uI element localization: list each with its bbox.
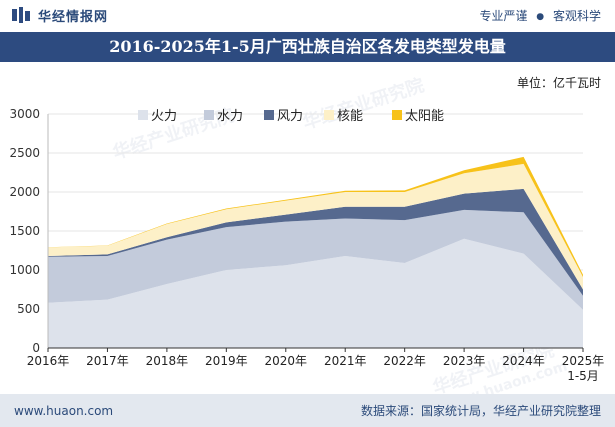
y-tick-label-0: 0 — [32, 341, 40, 355]
x-tick-label-4: 2020年 — [265, 354, 308, 368]
legend-swatch-1 — [204, 110, 214, 120]
legend-label-0: 火力 — [151, 109, 177, 124]
x-tick-label-1: 2017年 — [86, 354, 129, 368]
x-tick-label-9: 2025年 1-5月 — [562, 354, 605, 383]
area-series-4 — [48, 156, 583, 277]
footer-source: 数据来源：国家统计局，华经产业研究院整理 — [360, 404, 601, 418]
slogan: 专业严谨 ● 客观科学 — [479, 7, 601, 24]
footer-url[interactable]: www.huaon.com — [14, 403, 114, 418]
x-tick-label-2: 2018年 — [146, 354, 189, 368]
brand-logo-icon — [12, 7, 30, 23]
y-tick-label-3: 1500 — [9, 224, 40, 238]
y-tick-label-4: 2000 — [9, 185, 40, 199]
chart-title: 2016-2025年1-5月广西壮族自治区各发电类型发电量 — [0, 32, 615, 62]
legend-label-1: 水力 — [217, 109, 243, 124]
area-series-1 — [48, 209, 583, 310]
legend-label-2: 风力 — [277, 109, 303, 124]
y-tick-label-2: 1000 — [9, 263, 40, 277]
footer: www.huaon.com 数据来源：国家统计局，华经产业研究院整理 — [0, 394, 615, 427]
legend-swatch-0 — [138, 110, 148, 120]
legend-label-4: 太阳能 — [405, 109, 444, 124]
slogan-dot-icon: ● — [536, 11, 545, 22]
top-bar: 华经情报网 专业严谨 ● 客观科学 — [0, 0, 615, 30]
x-tick-label-0: 2016年 — [27, 354, 70, 368]
area-series-3 — [48, 163, 583, 290]
legend-swatch-4 — [392, 110, 402, 120]
area-series-2 — [48, 188, 583, 296]
x-tick-label-8: 2024年 — [502, 354, 545, 368]
legend-swatch-2 — [264, 110, 274, 120]
slogan-left: 专业严谨 — [479, 8, 528, 23]
x-tick-label-6: 2022年 — [383, 354, 426, 368]
x-tick-label-5: 2021年 — [324, 354, 367, 368]
brand: 华经情报网 — [12, 6, 108, 25]
chart-area: 0 500 1000 1500 2000 2500 3000 2016年 2017年 2018年 2… — [9, 107, 605, 383]
brand-name: 华经情报网 — [38, 9, 109, 25]
y-tick-label-1: 500 — [17, 302, 40, 316]
y-tick-label-5: 2500 — [9, 146, 40, 160]
slogan-right: 客观科学 — [552, 8, 601, 23]
x-tick-label-3: 2019年 — [205, 354, 248, 368]
unit-label: 单位：亿千瓦时 — [516, 76, 601, 90]
legend-swatch-3 — [324, 110, 334, 120]
x-tick-label-7: 2023年 — [443, 354, 486, 368]
legend-label-3: 核能 — [337, 109, 363, 124]
area-series-0 — [48, 238, 583, 348]
y-tick-label-6: 3000 — [9, 107, 40, 121]
